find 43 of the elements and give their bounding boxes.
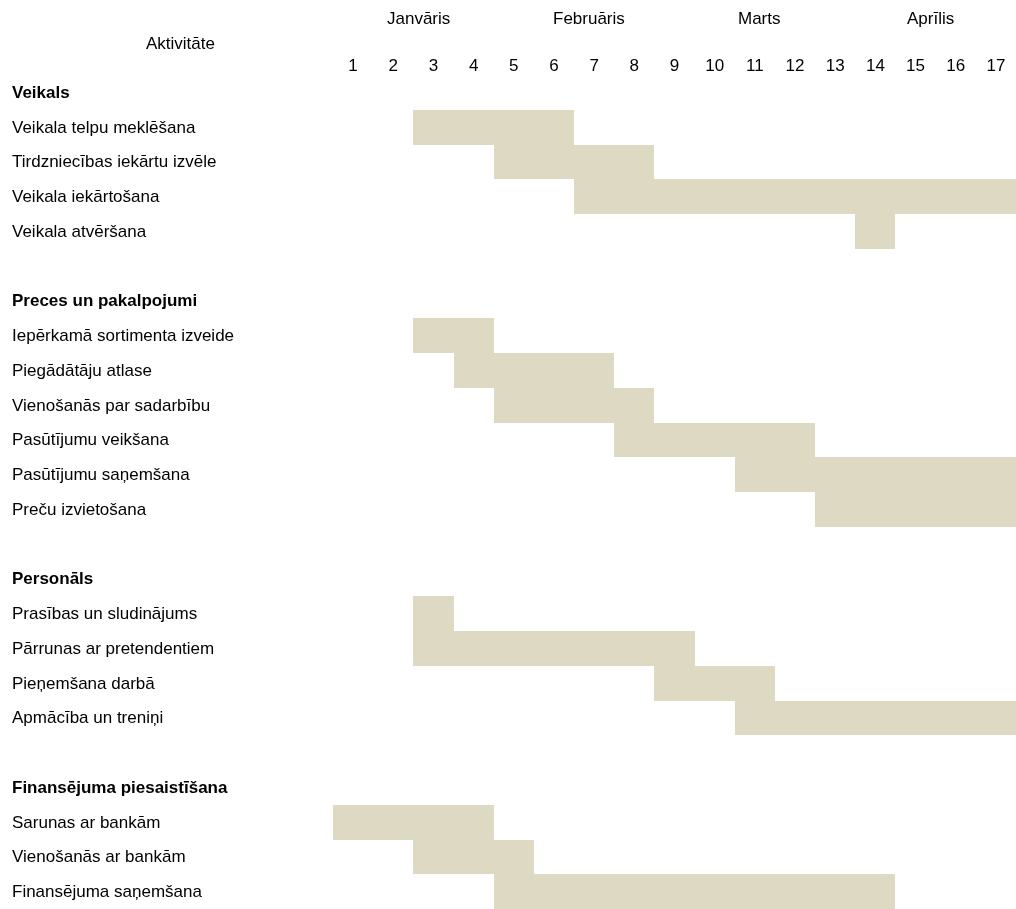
y-tick-label: Veikals xyxy=(12,83,70,102)
text: Aprīlis xyxy=(907,9,955,28)
y-tick-label: Preču izvietošana xyxy=(12,500,147,519)
x-tick-label: 15 xyxy=(906,55,926,75)
y-tick-label: Pārrunas ar pretendentiem xyxy=(12,639,215,658)
x-tick-label: 10 xyxy=(705,55,725,75)
x-tick-label: 13 xyxy=(825,55,845,75)
y-tick-label: Sarunas ar bankām xyxy=(12,813,161,832)
x-tick-label: 5 xyxy=(509,55,519,75)
y-tick-label: Vienošanās ar bankām xyxy=(12,847,186,866)
y-tick-label: Pasūtījumu saņemšana xyxy=(12,465,191,484)
text: Marts xyxy=(738,9,781,28)
x-tick-label: 3 xyxy=(428,55,439,75)
y-tick-label: Pasūtījumu veikšana xyxy=(12,430,170,449)
x-tick-label: 1 xyxy=(348,55,358,75)
y-tick-label: Vienošanās par sadarbību xyxy=(12,396,211,415)
y-tick-label: Personāls xyxy=(12,569,94,588)
y-tick-label: Pieņemšana darbā xyxy=(12,674,156,693)
x-tick-label: 6 xyxy=(549,55,559,75)
x-tick-label: 16 xyxy=(946,55,966,75)
x-tick-label: 8 xyxy=(629,55,640,75)
x-tick-label: 2 xyxy=(388,55,398,75)
x-tick-label: 4 xyxy=(468,55,479,75)
y-tick-label: Veikala atvēršana xyxy=(12,222,147,241)
y-tick-label: Tirdzniecības iekārtu izvēle xyxy=(12,152,217,171)
x-tick-label: 9 xyxy=(669,55,680,75)
y-tick-label: Iepērkamā sortimenta izveide xyxy=(12,326,235,345)
y-tick-label: Finansējuma saņemšana xyxy=(12,882,203,901)
y-axis-title: Aktivitāte xyxy=(146,34,215,53)
y-tick-label: Piegādātāju atlase xyxy=(12,361,152,380)
y-tick-label: Veikala iekārtošana xyxy=(12,187,160,206)
text: Februāris xyxy=(553,9,625,28)
y-tick-label: Veikala telpu meklēšana xyxy=(12,118,196,137)
x-tick-label: 7 xyxy=(589,55,599,75)
x-tick-label: 14 xyxy=(865,55,885,75)
y-tick-label: Finansējuma piesaistīšana xyxy=(12,778,228,797)
x-tick-label: 12 xyxy=(785,55,805,75)
y-tick-label: Preces un pakalpojumi xyxy=(12,291,198,310)
x-tick-label: 11 xyxy=(746,55,764,75)
text: Janvāris xyxy=(387,9,451,28)
y-tick-label: Prasības un sludinājums xyxy=(12,604,198,623)
x-tick-label: 17 xyxy=(986,55,1006,75)
y-tick-label: Apmācība un treniņi xyxy=(12,708,164,727)
